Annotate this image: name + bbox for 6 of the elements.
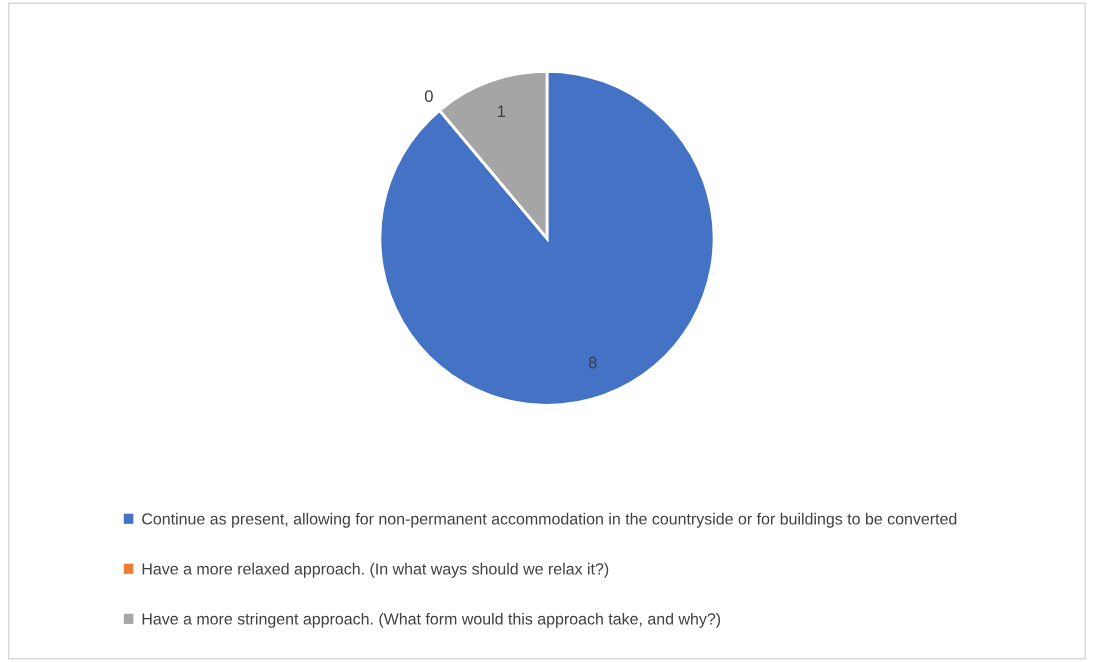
data-label: 1 <box>497 105 506 118</box>
data-label: 8 <box>588 356 597 369</box>
legend-label: Have a more relaxed approach. (In what ways should we relax it?) <box>142 562 609 578</box>
text: 0 <box>424 90 433 103</box>
legend-label: Have a more stringent approach. (What form would this approach take, and why?) <box>142 612 721 628</box>
legend-label: Continue as present, allowing for non-permanent accommodation in the countryside or for buildings to be converted <box>142 512 957 528</box>
